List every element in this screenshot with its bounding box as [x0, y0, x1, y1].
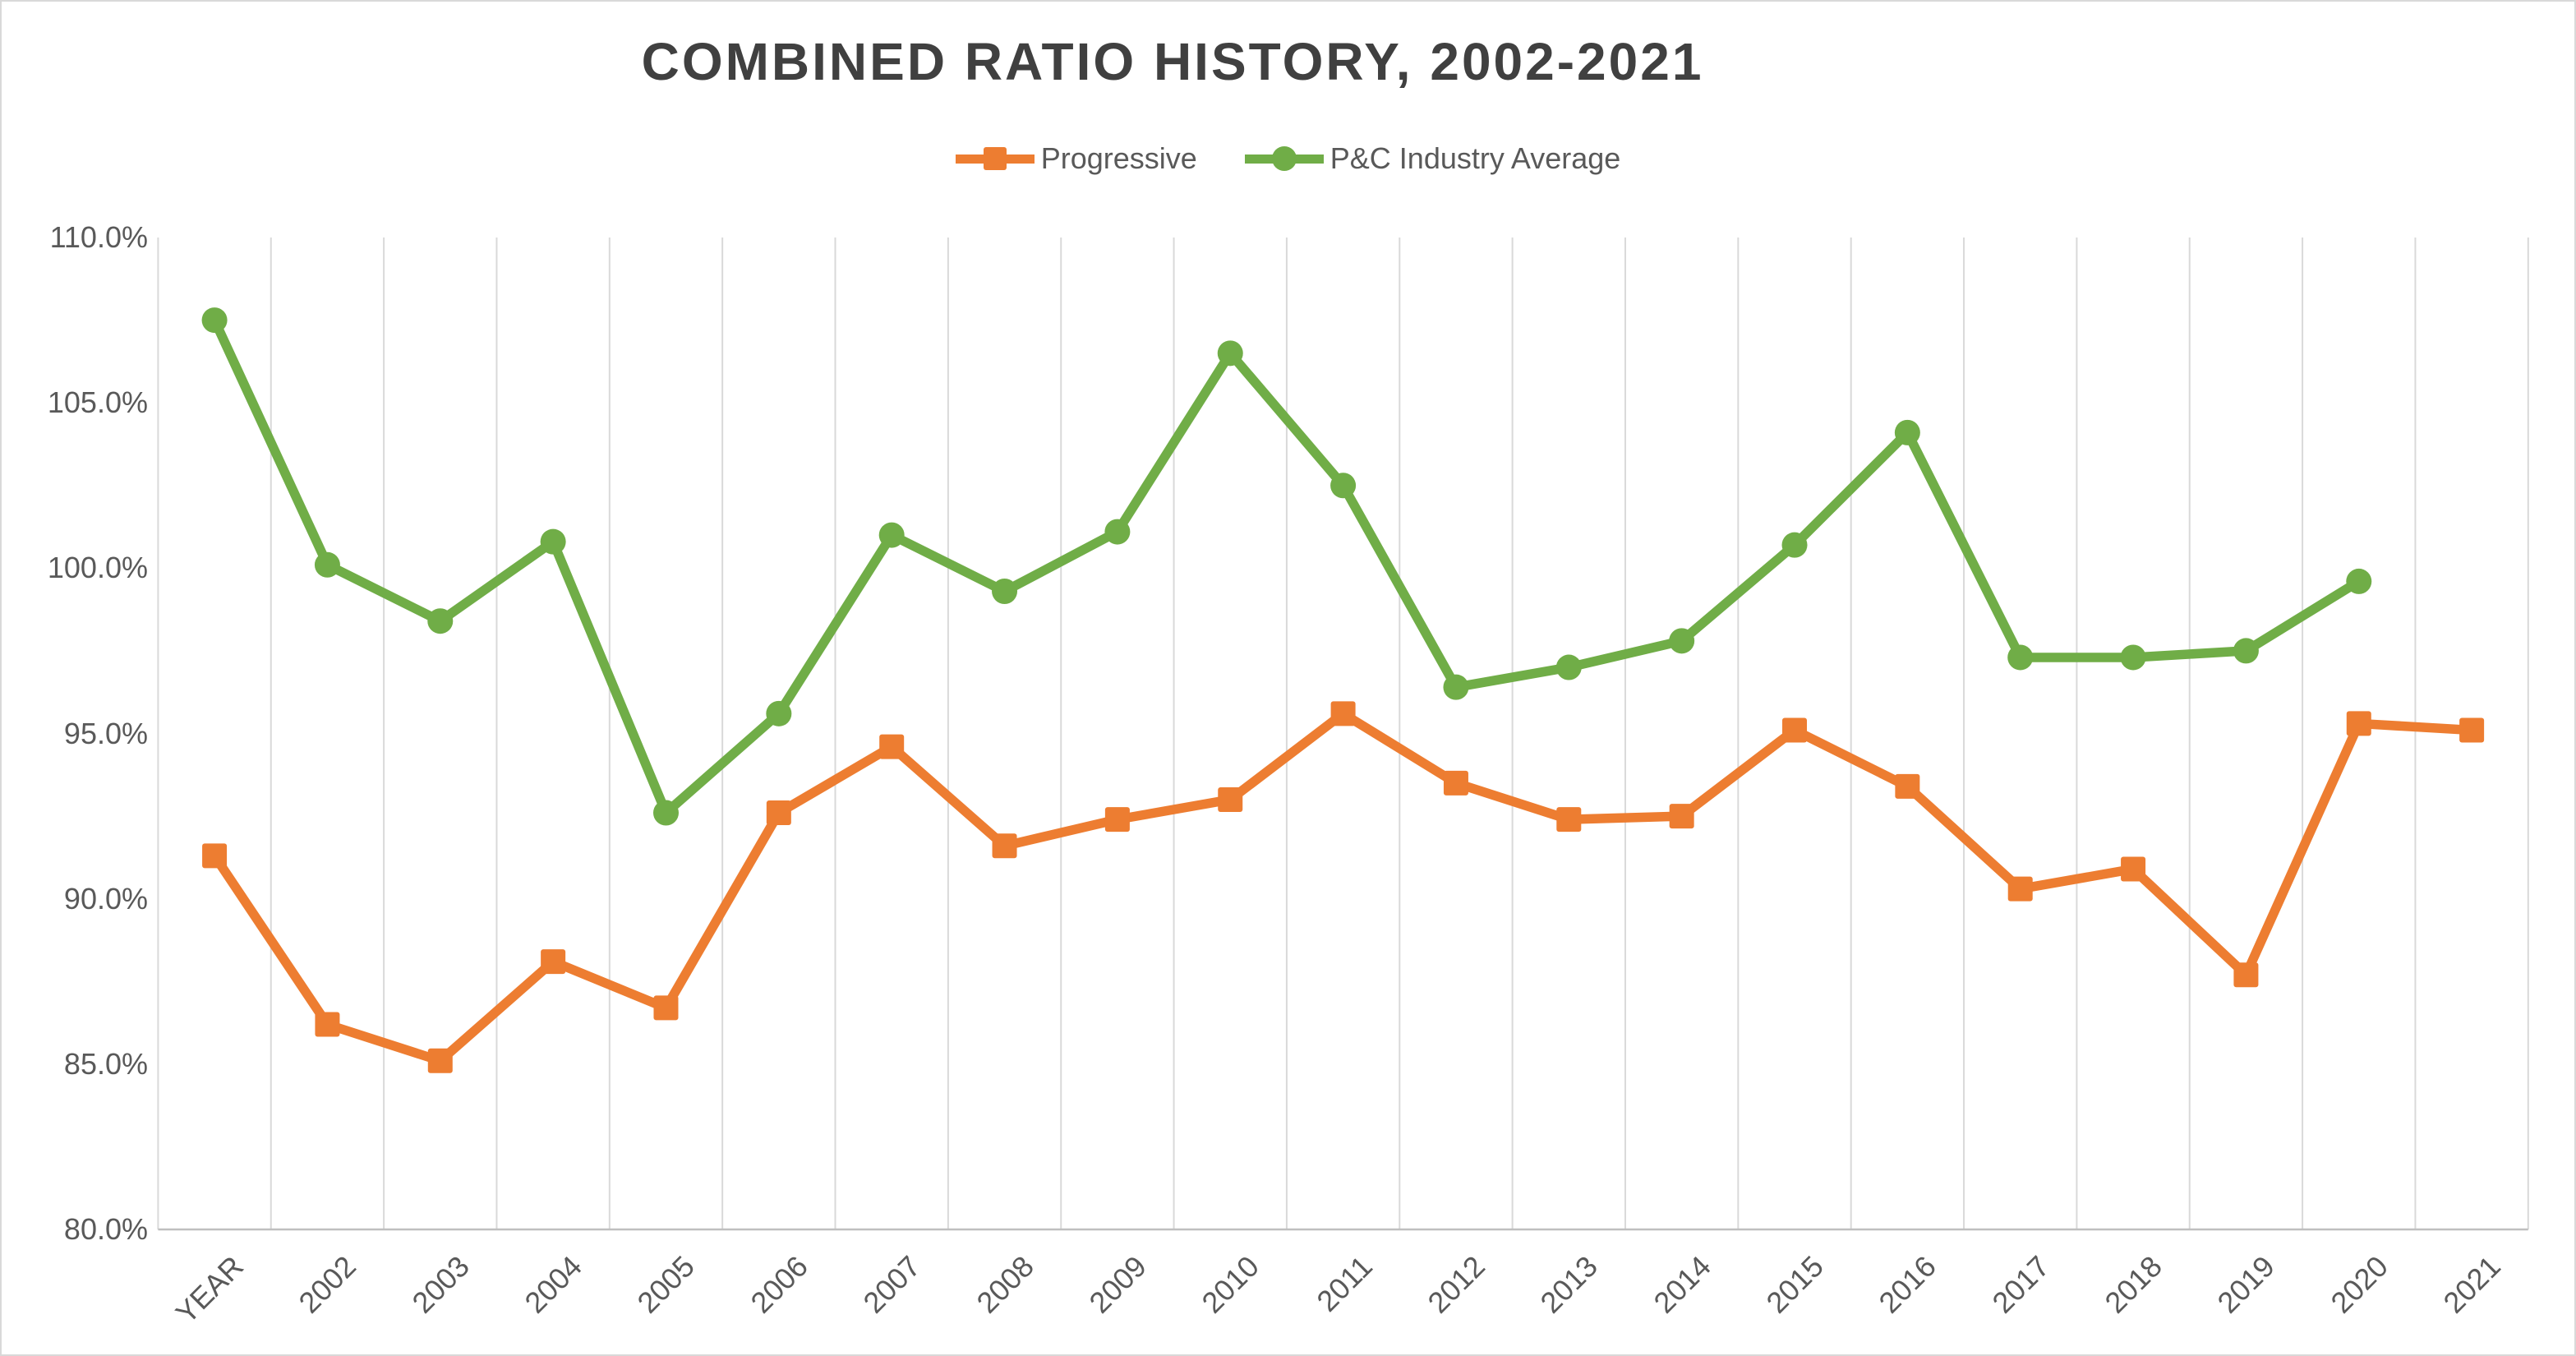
data-point-marker-progressive	[2459, 717, 2485, 743]
data-point-marker-industry-average	[1330, 473, 1357, 499]
data-point-marker-progressive	[992, 833, 1017, 859]
data-point-marker-industry-average	[2346, 568, 2372, 594]
data-point-marker-progressive	[1669, 804, 1694, 829]
legend-circle-marker-icon	[1271, 146, 1297, 171]
legend-label-industry-average: P&C Industry Average	[1329, 141, 1621, 175]
data-point-marker-progressive	[541, 949, 566, 975]
data-point-marker-industry-average	[2007, 644, 2034, 671]
data-point-marker-progressive	[653, 995, 679, 1021]
y-tick-label: 80.0%	[63, 1212, 148, 1246]
data-point-marker-progressive	[2346, 711, 2371, 736]
series-line-industry-average	[210, 315, 2364, 818]
legend-item-progressive: Progressive	[955, 141, 1197, 176]
data-point-marker-industry-average	[992, 578, 1018, 604]
y-tick-label: 95.0%	[63, 716, 148, 750]
y-tick-label: 100.0%	[47, 551, 148, 585]
data-point-marker-progressive	[427, 1048, 453, 1073]
legend-label-progressive: Progressive	[1040, 141, 1197, 175]
data-point-marker-industry-average	[1555, 654, 1582, 680]
data-point-marker-progressive	[1218, 786, 1243, 812]
data-point-marker-industry-average	[1443, 674, 1469, 700]
data-point-marker-progressive	[879, 734, 905, 759]
data-point-marker-progressive	[2121, 856, 2146, 882]
data-point-marker-progressive	[315, 1012, 340, 1037]
data-point-marker-industry-average	[1217, 340, 1243, 367]
industry-series-swatch-icon	[1244, 144, 1324, 173]
data-point-marker-industry-average	[878, 522, 905, 548]
legend-item-industry-average: P&C Industry Average	[1244, 141, 1621, 176]
y-tick-label: 105.0%	[47, 385, 148, 420]
data-point-marker-industry-average	[540, 528, 566, 555]
chart-legend: Progressive P&C Industry Average	[2, 141, 2574, 176]
data-point-marker-progressive	[1556, 807, 1582, 833]
data-point-marker-industry-average	[1781, 532, 1808, 558]
data-point-marker-progressive	[2007, 876, 2033, 902]
data-point-marker-progressive	[1330, 701, 1356, 726]
data-point-marker-industry-average	[314, 551, 340, 578]
data-point-marker-progressive	[1443, 770, 1468, 796]
data-point-marker-progressive	[766, 800, 791, 826]
data-point-marker-industry-average	[2120, 644, 2146, 671]
data-point-marker-progressive	[202, 843, 228, 869]
y-tick-label: 90.0%	[63, 881, 148, 916]
data-point-marker-industry-average	[766, 700, 792, 726]
data-point-marker-industry-average	[1894, 419, 1920, 445]
data-point-marker-industry-average	[652, 800, 679, 826]
chart-title: COMBINED RATIO HISTORY, 2002-2021	[641, 32, 1704, 91]
data-point-marker-industry-average	[427, 608, 454, 634]
data-point-marker-industry-average	[1669, 628, 1695, 654]
data-point-marker-industry-average	[2233, 638, 2259, 664]
progressive-series-swatch-icon	[955, 144, 1035, 173]
series-line-progressive	[210, 708, 2477, 1066]
y-tick-label: 85.0%	[63, 1046, 148, 1081]
y-tick-label: 110.0%	[49, 220, 148, 254]
legend-square-marker-icon	[983, 147, 1007, 170]
data-point-marker-industry-average	[201, 307, 228, 334]
data-point-marker-progressive	[1104, 807, 1130, 833]
data-point-marker-progressive	[2233, 962, 2259, 988]
data-point-marker-progressive	[1895, 773, 1920, 799]
data-point-marker-progressive	[1782, 717, 1808, 743]
data-point-marker-industry-average	[1104, 519, 1131, 545]
